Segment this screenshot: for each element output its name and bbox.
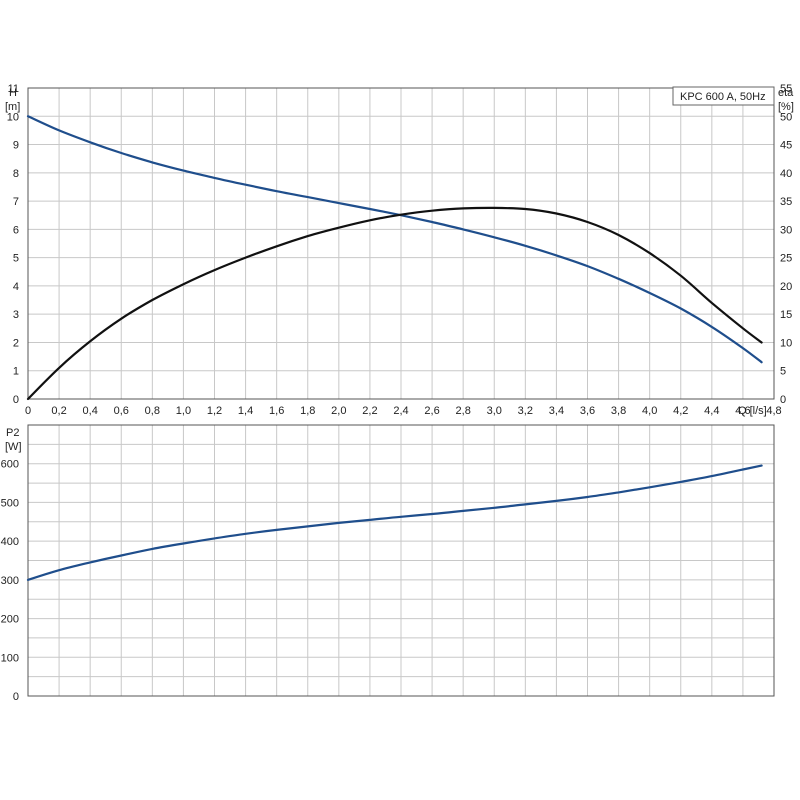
efficiency-tick-label: 15 — [780, 309, 792, 321]
head-tick-label: 10 — [7, 111, 19, 123]
power-chart: 0 100 200 300 400 500 600 P2 [W] — [1, 424, 775, 703]
top-grid — [27, 87, 775, 400]
head-tick-label: 9 — [13, 140, 19, 152]
x-tick-label: 4,6 — [735, 405, 750, 417]
efficiency-tick-label: 50 — [780, 111, 792, 123]
power-tick-label: 500 — [1, 497, 19, 509]
x-tick-label: 0,4 — [83, 405, 98, 417]
head-tick-label: 2 — [13, 337, 19, 349]
efficiency-tick-label: 40 — [780, 168, 792, 180]
efficiency-tick-label: 5 — [780, 366, 786, 378]
x-tick-label: 4,8 — [766, 405, 781, 417]
head-tick-label: 3 — [13, 309, 19, 321]
top-series-group — [26, 115, 763, 401]
x-tick-label: 0,2 — [51, 405, 66, 417]
x-tick-label: 1,0 — [176, 405, 191, 417]
efficiency-tick-label: 55 — [780, 83, 792, 95]
head-tick-label: 7 — [13, 196, 19, 208]
power-curve — [26, 464, 763, 581]
efficiency-tick-label: 30 — [780, 224, 792, 236]
bottom-plot-frame — [27, 424, 775, 697]
x-tick-label: 0,8 — [145, 405, 160, 417]
x-tick-label: 2,0 — [331, 405, 346, 417]
bottom-series-group — [26, 464, 763, 581]
efficiency-tick-label: 45 — [780, 140, 792, 152]
head-tick-label: 0 — [13, 394, 19, 406]
power-axis-unit: [W] — [5, 441, 22, 453]
head-tick-label: 4 — [13, 281, 19, 293]
x-tick-label: 3,2 — [518, 405, 533, 417]
bottom-tick-labels: 0 100 200 300 400 500 600 — [1, 459, 19, 703]
chart-title-box: KPC 600 A, 50Hz — [672, 86, 775, 106]
power-tick-label: 200 — [1, 614, 19, 626]
power-tick-label: 300 — [1, 575, 19, 587]
power-tick-label: 100 — [1, 652, 19, 664]
x-tick-label: 4,4 — [704, 405, 719, 417]
x-tick-label: 3,0 — [487, 405, 502, 417]
head-axis-unit: [m] — [5, 101, 20, 113]
power-tick-label: 0 — [13, 691, 19, 703]
x-tick-label: 1,6 — [269, 405, 284, 417]
x-tick-label: 1,8 — [300, 405, 315, 417]
x-tick-label: 1,4 — [238, 405, 253, 417]
efficiency-tick-label: 20 — [780, 281, 792, 293]
x-tick-label: 2,8 — [456, 405, 471, 417]
top-plot-frame — [27, 87, 775, 400]
efficiency-tick-label: 0 — [780, 394, 786, 406]
efficiency-axis-unit: [%] — [778, 101, 794, 113]
efficiency-tick-label: 25 — [780, 253, 792, 265]
x-tick-label: 0,6 — [114, 405, 129, 417]
power-axis-label: P2 — [6, 427, 19, 439]
x-tick-label: 4,0 — [642, 405, 657, 417]
x-tick-label: 3,8 — [611, 405, 626, 417]
x-tick-label: 0 — [25, 405, 31, 417]
x-tick-label: 3,4 — [549, 405, 564, 417]
efficiency-tick-label: 10 — [780, 337, 792, 349]
x-tick-label: 1,2 — [207, 405, 222, 417]
chart-title: KPC 600 A, 50Hz — [680, 91, 766, 103]
x-tick-label: 3,6 — [580, 405, 595, 417]
power-tick-label: 400 — [1, 536, 19, 548]
head-tick-label: 11 — [8, 83, 19, 95]
x-tick-label: 4,2 — [673, 405, 688, 417]
efficiency-curve — [26, 206, 763, 401]
head-tick-label: 6 — [13, 224, 19, 236]
head-tick-label: 1 — [13, 366, 19, 378]
head-tick-label: 8 — [13, 168, 19, 180]
x-tick-label: 2,2 — [362, 405, 377, 417]
head-efficiency-chart: 0 0,2 0,4 0,6 0,8 1,0 1,2 1,4 1,6 1,8 2,0 2,2 2,4 2,6… — [5, 83, 794, 417]
x-tick-label: 2,6 — [424, 405, 439, 417]
x-tick-label: 2,4 — [393, 405, 408, 417]
top-tick-labels: 0 0,2 0,4 0,6 0,8 1,0 1,2 1,4 1,6 1,8 2,0 2,2 2,4 2,6… — [7, 83, 793, 417]
efficiency-axis-label: eta — [778, 87, 794, 99]
head-tick-label: 5 — [13, 253, 19, 265]
bottom-grid — [27, 424, 775, 697]
flow-axis-unit: Q [l/s] — [738, 405, 767, 417]
efficiency-tick-label: 35 — [780, 196, 792, 208]
head-curve — [26, 115, 763, 364]
head-axis-label: H — [9, 87, 17, 99]
power-tick-label: 600 — [1, 459, 19, 471]
